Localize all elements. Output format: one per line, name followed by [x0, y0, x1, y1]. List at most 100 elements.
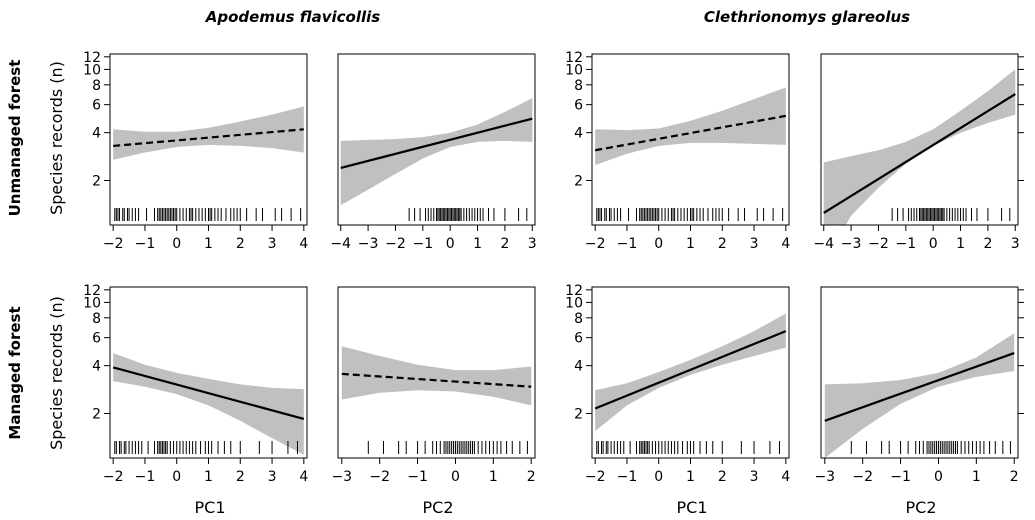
panel-plot-area — [112, 353, 305, 455]
confidence-band — [595, 87, 786, 166]
panel-managed-col2: −3 −2 −1 0 1 2 — [331, 286, 536, 485]
x-tick-label: 0 — [446, 236, 455, 252]
x-tick-label: −2 — [585, 236, 606, 252]
x-tick-label: 0 — [172, 469, 181, 485]
y-tick-label: 6 — [92, 98, 101, 114]
x-tick-label: −2 — [103, 236, 124, 252]
rug-group — [596, 441, 780, 454]
panel-unmanaged-col2: −4 −3 −2 −1 0 1 2 3 — [330, 53, 537, 252]
y-tick-label: 4 — [92, 359, 101, 375]
species-title-apodemus: Apodemus flavicollis — [205, 8, 380, 26]
x-tick-label: −3 — [331, 469, 352, 485]
x-tick-label: −1 — [135, 469, 156, 485]
y-axis-title-top: Species records (n) — [47, 61, 66, 215]
y-tick-label: 12 — [83, 283, 101, 299]
x-tick-label: −3 — [841, 236, 862, 252]
x-tick-label: 1 — [204, 236, 213, 252]
x-tick-label: −4 — [330, 236, 351, 252]
y-tick-label: 4 — [574, 359, 583, 375]
y-tick-label: 6 — [574, 98, 583, 114]
x-tick-label: −2 — [868, 236, 889, 252]
fit-line — [823, 93, 1016, 214]
x-axis-title-col1: PC1 — [195, 498, 226, 517]
x-tick-label: 1 — [956, 236, 965, 252]
x-tick-label: 4 — [299, 469, 308, 485]
panel-plot-area — [113, 106, 304, 160]
panel-plot-area — [341, 346, 532, 406]
x-tick-label: 2 — [718, 469, 727, 485]
x-axis-title-col3: PC1 — [677, 498, 708, 517]
confidence-band — [340, 98, 533, 206]
confidence-band — [113, 106, 304, 160]
y-tick-label: 8 — [574, 311, 583, 327]
confidence-band — [341, 346, 532, 406]
x-tick-label: 4 — [781, 236, 790, 252]
x-tick-label: 3 — [268, 469, 277, 485]
x-tick-label: 3 — [750, 469, 759, 485]
y-tick-label: 12 — [83, 50, 101, 66]
x-tick-label: 0 — [172, 236, 181, 252]
panel-frame — [337, 286, 536, 459]
species-title-clethrionomys: Clethrionomys glareolus — [704, 8, 910, 26]
x-tick-label: −1 — [135, 236, 156, 252]
confidence-band — [595, 313, 786, 432]
fit-line — [341, 372, 532, 388]
x-tick-label: −1 — [407, 469, 428, 485]
panel-frame — [820, 286, 1019, 459]
x-tick-label: −4 — [813, 236, 834, 252]
x-tick-label: −2 — [103, 469, 124, 485]
x-tick-label: −2 — [369, 469, 390, 485]
x-tick-label: 3 — [268, 236, 277, 252]
panel-plot-area — [824, 333, 1015, 458]
x-tick-label: 0 — [451, 469, 460, 485]
y-tick-label: 6 — [574, 331, 583, 347]
y-axis-title-bottom: Species records (n) — [47, 296, 66, 450]
rug-group — [596, 208, 784, 221]
y-tick-label: 6 — [92, 331, 101, 347]
x-tick-label: −1 — [890, 469, 911, 485]
y-tick-label: 12 — [565, 283, 583, 299]
fit-line — [113, 128, 304, 148]
y-tick-label: 10 — [83, 62, 101, 78]
y-tick-label: 12 — [565, 50, 583, 66]
y-tick-label: 2 — [574, 407, 583, 423]
x-tick-label: 0 — [929, 236, 938, 252]
x-axis-title-col4: PC2 — [906, 498, 937, 517]
x-tick-label: −2 — [852, 469, 873, 485]
rug-group — [408, 208, 528, 221]
fit-line — [824, 352, 1015, 422]
panel-plot-area — [340, 98, 533, 206]
y-tick-label: 2 — [92, 407, 101, 423]
y-tick-label: 2 — [92, 174, 101, 190]
x-tick-label: 1 — [972, 469, 981, 485]
confidence-band — [113, 353, 304, 455]
row-title-unmanaged: Unmanaged forest — [6, 60, 24, 217]
x-tick-label: 3 — [1011, 236, 1020, 252]
panel-managed-col4: −3 −2 −1 0 1 2 — [814, 286, 1024, 485]
panel-plot-area — [594, 313, 787, 432]
confidence-band — [824, 333, 1015, 458]
row-title-managed: Managed forest — [6, 306, 24, 439]
x-tick-label: 2 — [718, 236, 727, 252]
x-tick-label: 1 — [686, 236, 695, 252]
rug-group — [850, 441, 1011, 454]
panel-frame — [337, 53, 536, 226]
x-tick-label: −1 — [895, 236, 916, 252]
x-tick-label: 3 — [528, 236, 537, 252]
x-tick-label: 1 — [204, 469, 213, 485]
panel-unmanaged-col4: −4 −3 −2 −1 0 1 2 3 — [813, 53, 1024, 252]
x-axis-title-col2: PC2 — [423, 498, 454, 517]
confidence-band — [823, 69, 1016, 225]
x-tick-label: −3 — [814, 469, 835, 485]
x-tick-label: −3 — [358, 236, 379, 252]
y-tick-label: 4 — [574, 126, 583, 142]
y-tick-label: 4 — [92, 126, 101, 142]
x-tick-label: 4 — [781, 469, 790, 485]
x-tick-label: −1 — [617, 469, 638, 485]
x-tick-label: −1 — [412, 236, 433, 252]
y-tick-label: 8 — [92, 311, 101, 327]
